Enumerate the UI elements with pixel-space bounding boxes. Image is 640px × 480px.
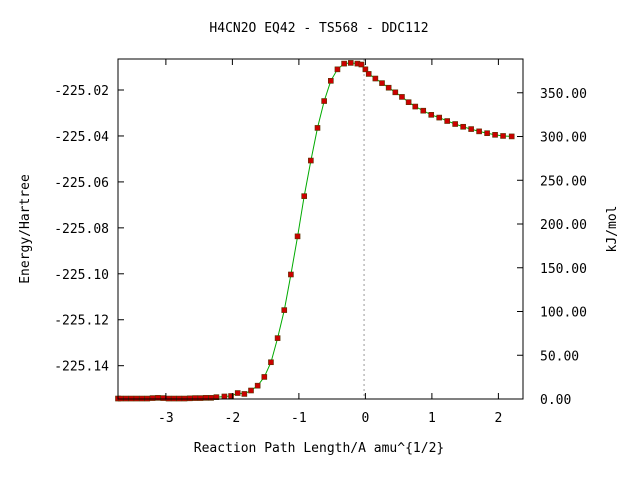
plot-frame <box>117 58 524 400</box>
data-point <box>379 80 385 86</box>
y-tick-label: -225.08 <box>54 222 109 237</box>
x-tick-label: 2 <box>494 411 502 426</box>
data-point <box>365 71 372 77</box>
data-point <box>460 123 466 130</box>
y2-tick-label: 150.00 <box>540 262 587 277</box>
data-point <box>192 395 198 401</box>
data-point <box>444 118 450 124</box>
x-axis-label: Reaction Path Length/A amu^{1/2} <box>194 441 444 456</box>
data-series <box>115 60 515 402</box>
y-tick-label: -225.02 <box>54 84 109 99</box>
data-point <box>281 307 288 313</box>
y2-tick-label: 100.00 <box>540 306 587 321</box>
data-point <box>362 66 369 73</box>
y2-tick-label: 0.00 <box>540 393 571 408</box>
data-point <box>208 395 214 401</box>
data-point <box>197 395 204 401</box>
x-tick-label: -2 <box>225 411 241 426</box>
chart-title: H4CN2O EQ42 - TS568 - DDC112 <box>209 21 428 36</box>
y-tick-label: -225.14 <box>54 360 109 375</box>
data-point <box>314 125 321 131</box>
y-tick-label: -225.06 <box>54 176 109 191</box>
data-point <box>241 391 248 397</box>
data-point <box>248 387 254 394</box>
data-point <box>288 271 294 278</box>
data-point <box>294 233 301 240</box>
data-point <box>468 126 474 132</box>
data-point <box>268 359 274 366</box>
data-point <box>308 157 314 164</box>
y2-tick-label: 50.00 <box>540 349 579 364</box>
data-point <box>484 130 490 137</box>
y2-tick-label: 250.00 <box>540 174 587 189</box>
data-point <box>213 394 220 400</box>
data-point <box>420 107 427 114</box>
x-tick-label: -3 <box>158 411 174 426</box>
data-point <box>358 61 365 68</box>
y2-tick-label: 300.00 <box>540 131 587 146</box>
y2-tick-label: 350.00 <box>540 87 587 102</box>
data-point <box>372 75 379 82</box>
data-point <box>301 193 308 199</box>
data-point <box>476 128 482 135</box>
data-point <box>261 374 268 380</box>
axes: -3 -2 -1 0 1 2 -225.02 -225.04 -225.06 -225.08 -22… <box>54 58 587 426</box>
data-point <box>492 132 498 138</box>
data-point <box>274 335 281 341</box>
data-point <box>385 84 392 91</box>
data-point <box>508 133 515 140</box>
y-axis-label: Energy/Hartree <box>18 174 33 284</box>
x-tick-label: 0 <box>361 411 369 426</box>
data-point <box>428 112 435 118</box>
data-point <box>202 395 209 401</box>
x-tick-label: -1 <box>291 411 307 426</box>
data-point <box>221 393 228 400</box>
data-point <box>155 395 161 401</box>
data-point <box>187 395 193 402</box>
data-point <box>328 78 334 84</box>
y2-tick-label: 200.00 <box>540 218 587 233</box>
data-point <box>405 99 412 105</box>
data-point <box>254 382 261 389</box>
y-tick-label: -225.12 <box>54 314 109 329</box>
data-point <box>500 133 506 139</box>
data-point <box>334 66 341 73</box>
data-point <box>347 60 354 66</box>
data-point <box>321 98 327 104</box>
data-point <box>149 395 156 401</box>
series-line <box>118 62 512 399</box>
x-tick-label: 1 <box>428 411 436 426</box>
y-tick-label: -225.10 <box>54 268 109 283</box>
data-point <box>341 60 347 67</box>
data-point <box>234 390 241 396</box>
data-point <box>392 89 399 96</box>
data-point <box>452 121 458 127</box>
data-point <box>399 94 405 100</box>
y-tick-label: -225.04 <box>54 130 109 145</box>
data-point <box>160 395 167 401</box>
data-point <box>412 103 419 110</box>
data-point <box>436 114 443 121</box>
y2-axis-label: kJ/mol <box>605 206 620 253</box>
